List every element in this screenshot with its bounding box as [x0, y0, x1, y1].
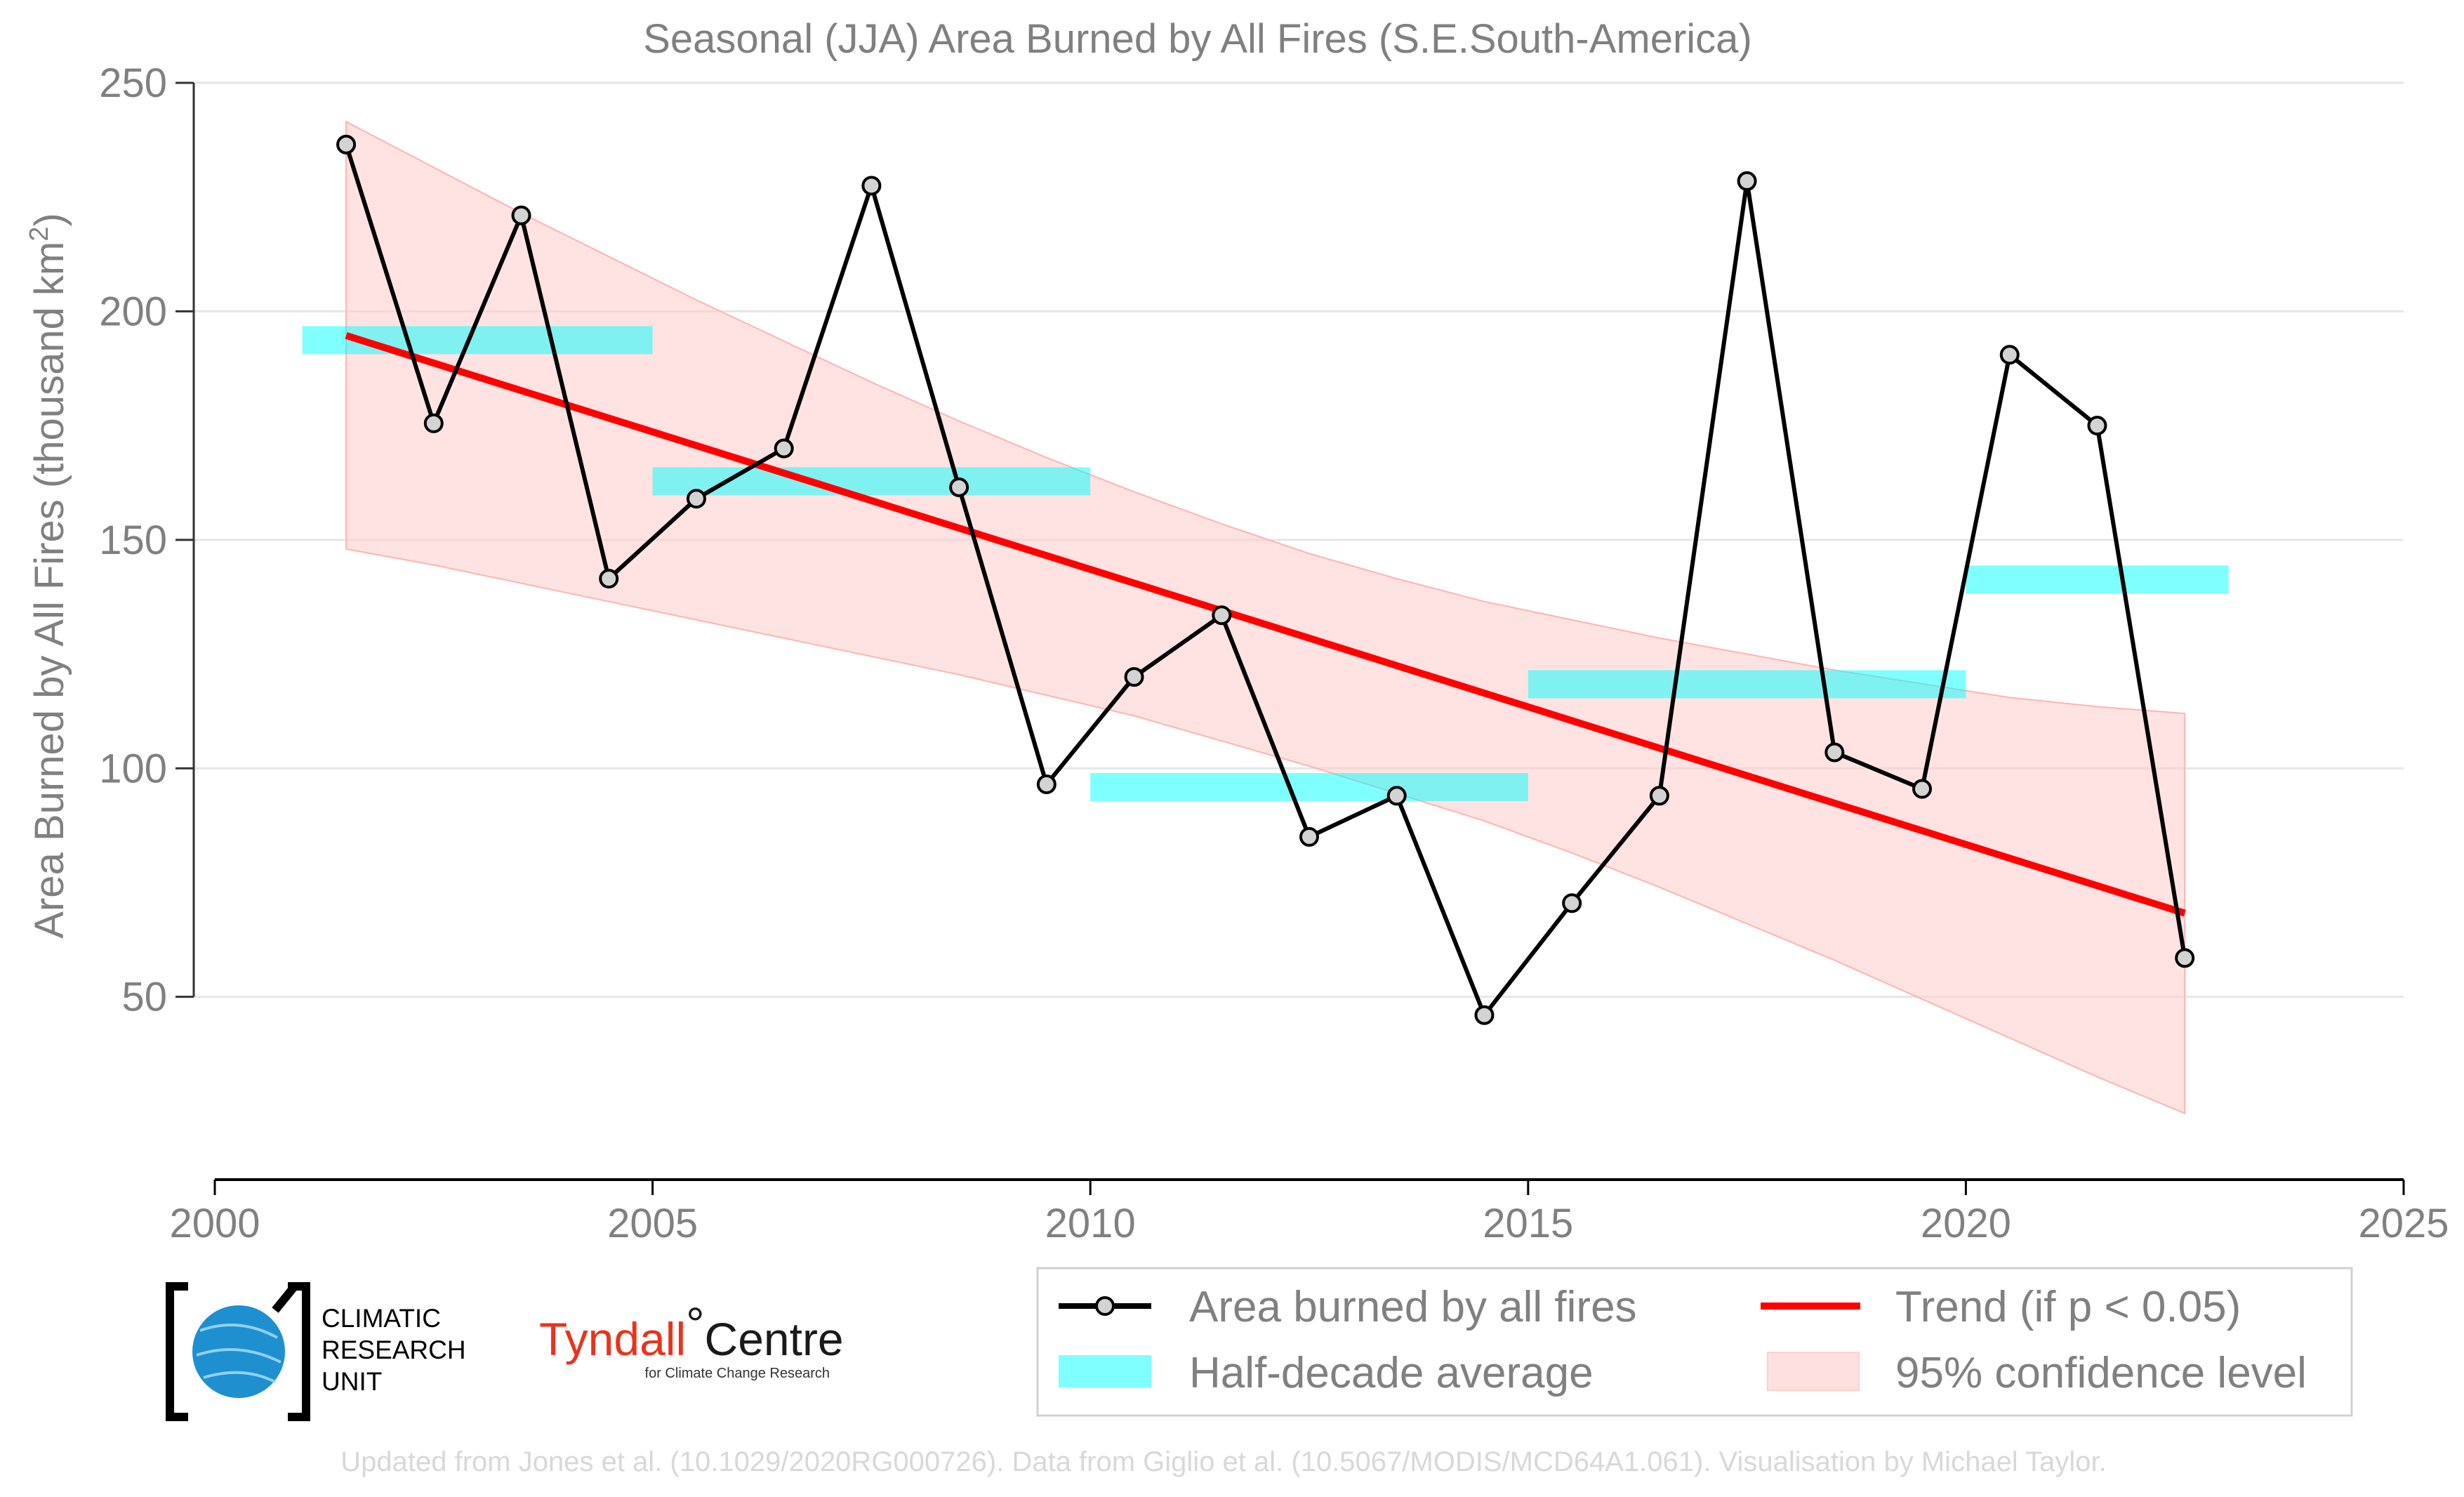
data-point: [1124, 667, 1144, 687]
y-tick-label: 250: [99, 60, 167, 106]
y-tick-label: 100: [99, 746, 167, 791]
data-point: [1824, 742, 1845, 763]
confidence-band: [345, 120, 2186, 1115]
trend-layer: [345, 332, 2186, 917]
x-tick-label: 2015: [1483, 1201, 1573, 1246]
data-point: [1212, 605, 1232, 626]
legend-swatch-halfdecade: [1059, 1355, 1151, 1387]
data-point: [774, 438, 794, 459]
cru-bracket-left: [166, 1282, 188, 1421]
cru-line-2: RESEARCH: [322, 1336, 466, 1364]
data-line-layer: [344, 143, 2187, 1017]
y-tick-label: 150: [99, 517, 167, 563]
legend-box: [1036, 1267, 2353, 1417]
data-point: [1474, 1005, 1495, 1025]
tyndall-degree: °: [686, 1298, 704, 1350]
half-decade-bar: [1090, 772, 1528, 801]
data-points-layer: [336, 134, 2195, 1025]
half-decade-bar: [1966, 565, 2229, 594]
data-point: [949, 477, 969, 497]
tyndall-subtitle: for Climate Change Research: [645, 1366, 830, 1381]
trend-line: [345, 332, 2186, 917]
credit-line: Updated from Jones et al. (10.1029/2020R…: [340, 1446, 2106, 1477]
x-tick-label: 2010: [1045, 1201, 1136, 1246]
globe-lines: [196, 1324, 281, 1383]
cru-bracket-right: [288, 1282, 310, 1421]
y-axis-label: Area Burned by All Fires (thousand km2): [25, 213, 72, 938]
y-axis-label-close: ): [27, 213, 72, 226]
data-point: [2175, 948, 2195, 968]
x-tick-label: 2000: [169, 1201, 260, 1246]
half-decade-layer: [302, 326, 2229, 801]
svg-text:Tyndall°Centre: Tyndall°Centre: [539, 1298, 844, 1365]
x-tick-label: 2005: [607, 1201, 698, 1246]
y-axis-label-sup: 2: [25, 227, 54, 242]
data-point: [1912, 779, 1933, 799]
cru-bracket-slash: [272, 1285, 297, 1313]
data-point: [511, 205, 531, 225]
chart-title: Seasonal (JJA) Area Burned by All Fires …: [643, 16, 1752, 62]
cru-line-1: CLIMATIC: [322, 1304, 441, 1333]
cru-logo: CLIMATIC RESEARCH UNIT: [166, 1282, 466, 1421]
data-point: [599, 569, 619, 589]
data-point: [1562, 893, 1582, 914]
half-decade-bar: [1528, 670, 1966, 699]
y-axis-label-main: Area Burned by All Fires (thousand km: [27, 242, 72, 939]
half-decade-bar: [652, 467, 1091, 496]
axes-layer: 50 100 150 200 250 2000 2005 2010 2015 2020 2025: [99, 60, 2449, 1246]
x-tick-label: 2020: [1921, 1201, 2011, 1246]
data-point: [1999, 345, 2020, 365]
x-tick-label: 2025: [2358, 1201, 2449, 1246]
cru-line-3: UNIT: [322, 1367, 382, 1396]
legend-swatch-ci: [1767, 1352, 1860, 1391]
data-line: [344, 143, 2187, 1017]
y-tick-label: 200: [99, 289, 167, 334]
data-point: [1649, 786, 1669, 806]
data-point: [1737, 171, 1757, 191]
tyndall-logo: Tyndall°Centre for Climate Change Resear…: [539, 1298, 844, 1381]
legend-label-halfdecade: Half-decade average: [1189, 1349, 1594, 1397]
data-point: [686, 489, 706, 509]
data-point: [423, 413, 444, 433]
tyndall-word: Tyndall: [539, 1313, 686, 1365]
data-point: [336, 134, 357, 154]
y-tick-label: 50: [121, 975, 167, 1020]
legend-label-ci: 95% confidence level: [1895, 1349, 2307, 1397]
legend-label-trend: Trend (if p < 0.05): [1895, 1283, 2241, 1331]
legend-label-data: Area burned by all fires: [1189, 1283, 1637, 1331]
data-point: [1299, 826, 1319, 847]
data-point: [1036, 774, 1057, 795]
data-point: [1386, 786, 1407, 806]
tyndall-centre-word: Centre: [705, 1313, 844, 1365]
legend-swatch-data-marker: [1095, 1296, 1115, 1316]
data-point: [861, 176, 882, 196]
legend: Area burned by all fires Trend (if p < 0…: [1036, 1267, 2353, 1417]
data-point: [2087, 416, 2107, 436]
confidence-band-layer: [345, 120, 2186, 1115]
